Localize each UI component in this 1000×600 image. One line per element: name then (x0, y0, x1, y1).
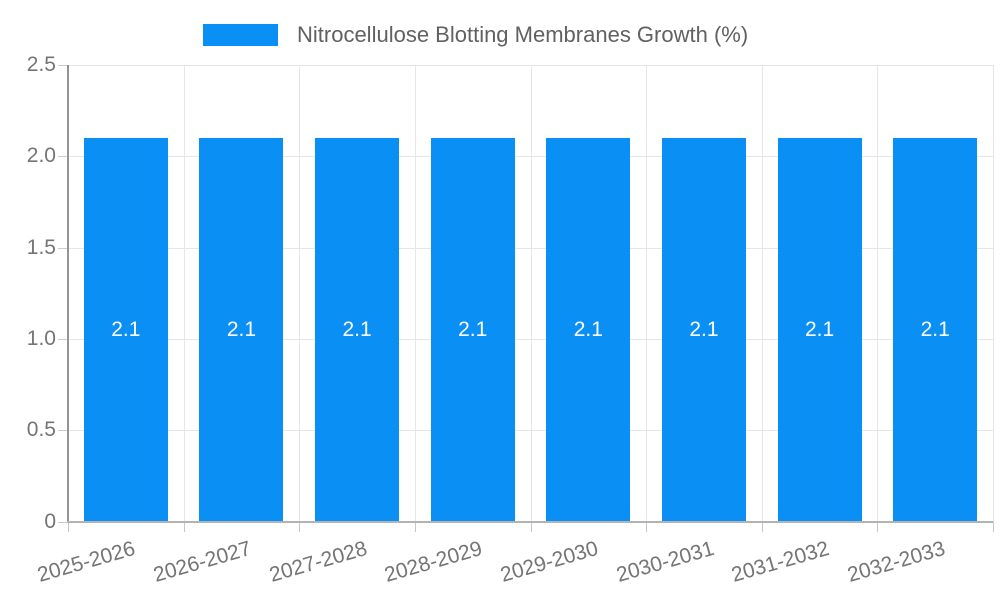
x-axis-tick-label: 2031-2032 (729, 537, 832, 587)
x-gridline (299, 65, 301, 522)
x-tick (646, 521, 648, 532)
x-tick (68, 521, 69, 532)
x-axis-tick-label: 2032-2033 (844, 537, 948, 587)
y-tick (58, 65, 68, 66)
x-gridline (414, 65, 416, 522)
y-axis-tick-label: 1.0 (26, 326, 56, 350)
bar[interactable] (893, 138, 978, 522)
y-tick (58, 521, 68, 523)
y-axis-line (67, 65, 69, 523)
x-axis-tick-label: 2027-2028 (266, 537, 370, 587)
x-tick (183, 521, 185, 532)
x-gridline (646, 65, 648, 522)
bar[interactable] (777, 138, 862, 522)
y-axis-tick-label: 1.5 (26, 235, 56, 259)
y-axis-tick-label: 2.5 (26, 53, 56, 76)
bar[interactable] (199, 138, 284, 522)
bar-value-label: 2.1 (573, 317, 603, 341)
bar[interactable] (315, 138, 400, 522)
x-tick (761, 521, 763, 532)
y-axis-tick-label: 0.5 (26, 418, 56, 442)
x-axis-tick-label: 2028-2029 (382, 537, 486, 587)
legend-swatch (203, 24, 278, 46)
x-axis-tick-label: 2029-2030 (497, 537, 601, 587)
bar-value-label: 2.1 (920, 317, 950, 341)
y-tick (58, 247, 68, 249)
bar-value-label: 2.1 (689, 317, 719, 341)
legend-label: Nitrocellulose Blotting Membranes Growth… (297, 22, 749, 47)
y-axis-tick-label: 2.0 (26, 144, 56, 168)
legend: Nitrocellulose Blotting Membranes Growth… (203, 22, 748, 48)
bar-value-label: 2.1 (226, 317, 257, 341)
x-axis-tick-label: 2025-2026 (35, 537, 139, 587)
y-tick (58, 338, 68, 340)
x-axis-tick-label: 2026-2027 (150, 537, 254, 587)
y-axis-tick-label: 0 (44, 509, 56, 533)
y-tick (58, 430, 68, 432)
x-axis-tick-label: 2030-2031 (613, 537, 717, 587)
x-gridline (183, 65, 185, 522)
bar[interactable] (546, 138, 631, 522)
x-gridline (877, 65, 879, 522)
bar[interactable] (661, 138, 746, 522)
y-tick (58, 156, 68, 158)
bar-value-label: 2.1 (342, 317, 372, 341)
x-tick (993, 521, 994, 532)
x-gridline (530, 65, 532, 522)
x-tick (530, 521, 532, 532)
x-gridline (993, 65, 994, 522)
x-axis-line (67, 521, 993, 523)
bar-value-label: 2.1 (111, 317, 141, 341)
bar-value-label: 2.1 (458, 317, 488, 341)
x-tick (299, 521, 301, 532)
x-tick (414, 521, 416, 532)
bar[interactable] (83, 138, 168, 522)
x-gridline (761, 65, 763, 522)
bar[interactable] (430, 138, 515, 522)
bar-value-label: 2.1 (804, 317, 835, 341)
x-tick (877, 521, 879, 532)
